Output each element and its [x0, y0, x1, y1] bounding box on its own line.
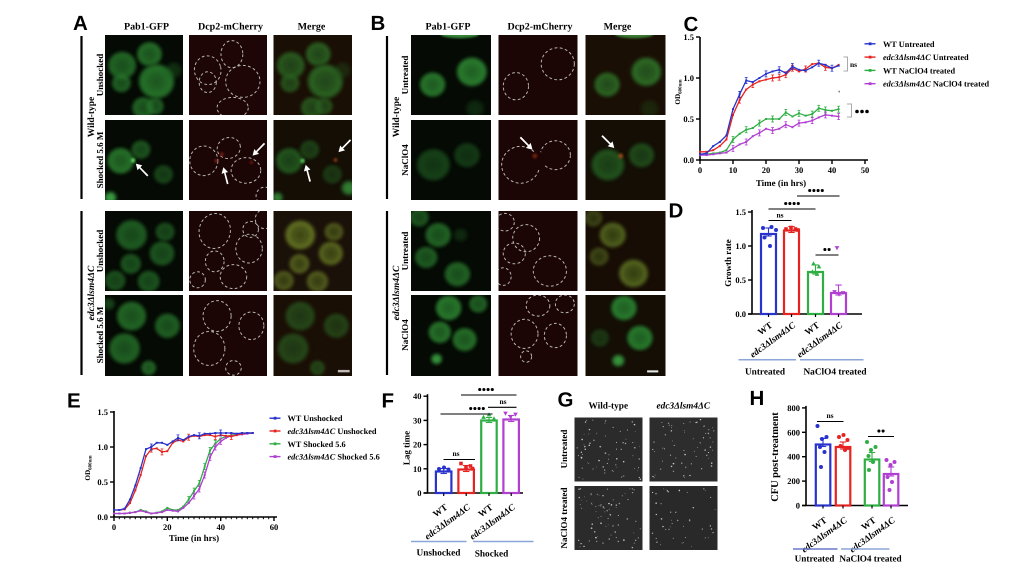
svg-text:NaClO4: NaClO4	[400, 144, 410, 176]
svg-text:WT Shocked 5.6: WT Shocked 5.6	[288, 440, 346, 449]
svg-text:OD600nm: OD600nm	[84, 455, 93, 481]
svg-text:Pab1-GFP: Pab1-GFP	[426, 22, 471, 33]
svg-text:Wild-type: Wild-type	[588, 402, 628, 412]
svg-text:40: 40	[828, 165, 837, 175]
svg-text:0.0: 0.0	[683, 155, 694, 165]
svg-text:10: 10	[413, 464, 422, 474]
svg-text:0.5: 0.5	[97, 477, 108, 487]
svg-text:A: A	[73, 12, 88, 35]
svg-text:60: 60	[270, 522, 279, 532]
svg-text:400: 400	[787, 452, 800, 462]
svg-text:1.0: 1.0	[683, 73, 694, 83]
svg-text:Time (in hrs): Time (in hrs)	[756, 178, 806, 188]
svg-text:0.5: 0.5	[683, 114, 694, 124]
svg-text:Untreated: Untreated	[795, 554, 835, 564]
svg-text:0.5: 0.5	[735, 275, 746, 285]
svg-text:edc3Δlsm4ΔC Shocked 5.6: edc3Δlsm4ΔC Shocked 5.6	[288, 453, 380, 462]
svg-text:0: 0	[417, 488, 421, 498]
svg-text:200: 200	[787, 476, 800, 486]
svg-text:0: 0	[698, 165, 702, 175]
svg-text:50: 50	[861, 165, 870, 175]
svg-text:CFU post-treatment: CFU post-treatment	[770, 412, 781, 502]
svg-text:Untreated: Untreated	[745, 368, 786, 378]
svg-text:Merge: Merge	[298, 22, 326, 33]
svg-text:40: 40	[216, 522, 225, 532]
svg-text:Dcp2-mCherry: Dcp2-mCherry	[198, 22, 263, 33]
svg-text:edc3Δlsm4ΔC Unshocked: edc3Δlsm4ΔC Unshocked	[288, 427, 377, 436]
svg-text:D: D	[669, 200, 684, 223]
svg-text:Shocked 5.6 M: Shocked 5.6 M	[95, 131, 105, 188]
svg-text:ns: ns	[850, 60, 857, 69]
svg-text:Wild-type: Wild-type	[87, 97, 97, 137]
svg-text:edc3Δlsm4ΔC Untreated: edc3Δlsm4ΔC Untreated	[883, 53, 969, 62]
svg-text:800: 800	[787, 403, 800, 413]
svg-text:E: E	[67, 390, 81, 413]
svg-text:ns: ns	[452, 449, 459, 458]
svg-text:Shocked 5.6 M: Shocked 5.6 M	[95, 306, 105, 363]
svg-text:Dcp2-mCherry: Dcp2-mCherry	[508, 22, 573, 33]
svg-text:C: C	[684, 13, 699, 36]
svg-text:1.0: 1.0	[97, 442, 108, 452]
svg-text:NaClO4 treated: NaClO4 treated	[559, 487, 569, 548]
svg-text:0: 0	[112, 522, 116, 532]
svg-text:G: G	[558, 389, 574, 412]
svg-text:edc3Δlsm4ΔC NaClO4 treated: edc3Δlsm4ΔC NaClO4 treated	[883, 80, 990, 89]
svg-text:20: 20	[413, 440, 422, 450]
svg-text:ns: ns	[776, 211, 783, 220]
svg-text:Unshocked: Unshocked	[95, 230, 105, 273]
svg-text:30: 30	[413, 415, 422, 425]
svg-text:H: H	[750, 387, 765, 410]
svg-text:Shocked: Shocked	[475, 550, 509, 560]
svg-text:Lag time: Lag time	[402, 431, 412, 465]
svg-text:edc3Δlsm4ΔC: edc3Δlsm4ΔC	[749, 320, 799, 360]
svg-text:ns: ns	[826, 411, 833, 420]
svg-text:WT Unshocked: WT Unshocked	[288, 414, 343, 423]
svg-text:Wild-type: Wild-type	[392, 97, 402, 137]
svg-text:Untreated: Untreated	[400, 232, 410, 271]
svg-text:edc3Δlsm4ΔC: edc3Δlsm4ΔC	[657, 402, 711, 412]
svg-text:edc3Δlsm4ΔC: edc3Δlsm4ΔC	[796, 320, 846, 360]
svg-text:1.5: 1.5	[683, 32, 694, 42]
svg-text:20: 20	[762, 165, 771, 175]
svg-text:WT Untreated: WT Untreated	[883, 40, 935, 49]
svg-text:Untreated: Untreated	[400, 56, 410, 95]
svg-text:Time (in hrs): Time (in hrs)	[169, 533, 219, 543]
svg-text:Growth rate: Growth rate	[723, 239, 733, 287]
svg-text:Untreated: Untreated	[559, 430, 569, 469]
svg-text:Unshocked: Unshocked	[95, 54, 105, 97]
svg-text:ns: ns	[499, 397, 506, 406]
svg-text:edc3Δlsm4ΔC: edc3Δlsm4ΔC	[392, 265, 402, 320]
svg-text:edc3Δlsm4ΔC: edc3Δlsm4ΔC	[87, 265, 97, 320]
svg-text:30: 30	[795, 165, 804, 175]
svg-text:600: 600	[787, 427, 800, 437]
svg-text:B: B	[371, 12, 386, 35]
svg-text:NaClO4 treated: NaClO4 treated	[803, 368, 867, 378]
svg-text:WT NaClO4 treated: WT NaClO4 treated	[883, 66, 955, 75]
svg-text:0: 0	[796, 501, 800, 511]
svg-text:10: 10	[729, 165, 738, 175]
svg-text:edc3Δlsm4ΔC: edc3Δlsm4ΔC	[423, 502, 473, 542]
svg-text:': '	[838, 89, 840, 98]
svg-text:1.5: 1.5	[97, 407, 108, 417]
svg-text:0.0: 0.0	[97, 512, 108, 522]
svg-text:Merge: Merge	[604, 22, 632, 33]
svg-text:40: 40	[413, 391, 422, 401]
svg-text:1.5: 1.5	[735, 207, 746, 217]
svg-text:Unshocked: Unshocked	[417, 549, 462, 559]
svg-text:Pab1-GFP: Pab1-GFP	[124, 22, 169, 33]
svg-text:20: 20	[163, 522, 172, 532]
svg-text:F: F	[382, 390, 395, 413]
svg-text:NaClO4 treated: NaClO4 treated	[839, 554, 901, 564]
svg-text:OD600nm: OD600nm	[674, 79, 683, 105]
svg-text:1.0: 1.0	[735, 241, 746, 251]
svg-text:NaClO4: NaClO4	[400, 319, 410, 351]
svg-text:0.0: 0.0	[735, 309, 746, 319]
